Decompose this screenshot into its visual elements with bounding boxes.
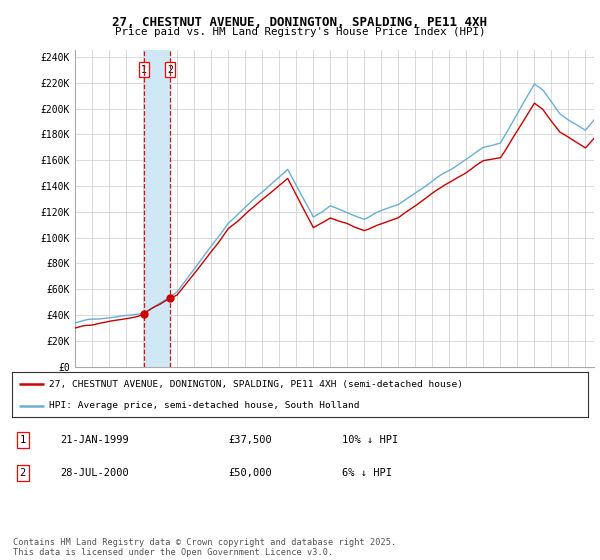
Text: 10% ↓ HPI: 10% ↓ HPI [342, 435, 398, 445]
Text: £37,500: £37,500 [228, 435, 272, 445]
Text: 2: 2 [20, 468, 26, 478]
Text: Price paid vs. HM Land Registry's House Price Index (HPI): Price paid vs. HM Land Registry's House … [115, 27, 485, 37]
Text: 2: 2 [167, 65, 173, 75]
Text: 28-JUL-2000: 28-JUL-2000 [60, 468, 129, 478]
Text: 21-JAN-1999: 21-JAN-1999 [60, 435, 129, 445]
Text: 27, CHESTNUT AVENUE, DONINGTON, SPALDING, PE11 4XH: 27, CHESTNUT AVENUE, DONINGTON, SPALDING… [113, 16, 487, 29]
Text: 6% ↓ HPI: 6% ↓ HPI [342, 468, 392, 478]
Text: £50,000: £50,000 [228, 468, 272, 478]
Text: 27, CHESTNUT AVENUE, DONINGTON, SPALDING, PE11 4XH (semi-detached house): 27, CHESTNUT AVENUE, DONINGTON, SPALDING… [49, 380, 463, 389]
Text: Contains HM Land Registry data © Crown copyright and database right 2025.
This d: Contains HM Land Registry data © Crown c… [13, 538, 397, 557]
Bar [144, 50, 170, 367]
Text: HPI: Average price, semi-detached house, South Holland: HPI: Average price, semi-detached house,… [49, 402, 360, 410]
Text: 1: 1 [20, 435, 26, 445]
Text: 1: 1 [141, 65, 147, 75]
